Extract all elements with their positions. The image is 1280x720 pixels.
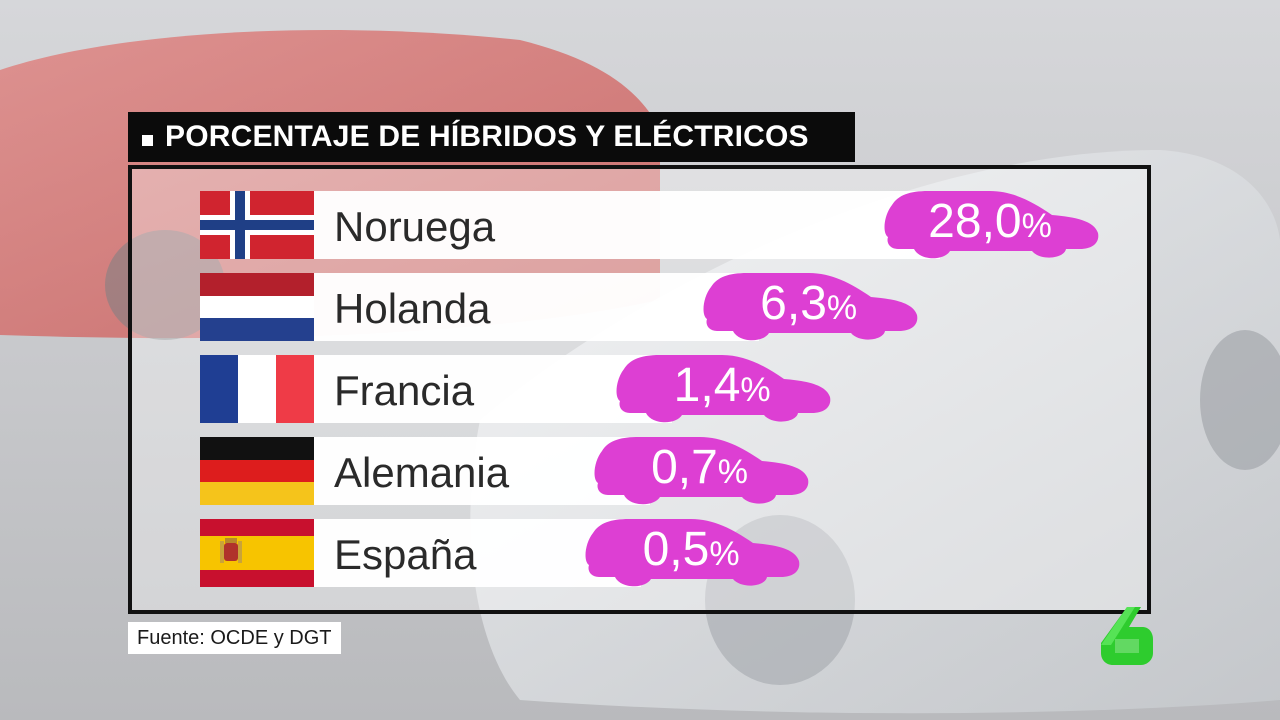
value-badge-car-icon: 0,7% bbox=[590, 433, 810, 505]
bar bbox=[200, 191, 940, 259]
data-label-value: 6,3 bbox=[760, 277, 827, 330]
source-note: Fuente: OCDE y DGT bbox=[128, 622, 341, 654]
value-badge-car-icon: 6,3% bbox=[699, 269, 919, 341]
data-label-value: 28,0 bbox=[928, 195, 1022, 248]
value-badge-car-icon: 28,0% bbox=[880, 187, 1100, 259]
spain-flag bbox=[200, 519, 314, 587]
category-label: Noruega bbox=[334, 203, 496, 250]
france-flag bbox=[200, 355, 314, 423]
data-label-unit: % bbox=[717, 453, 749, 491]
category-label: Holanda bbox=[334, 285, 491, 332]
data-label-unit: % bbox=[740, 371, 771, 409]
silver-car-wheel bbox=[1200, 330, 1280, 470]
category-label: Alemania bbox=[334, 449, 510, 496]
data-label: 1,4% bbox=[612, 351, 832, 419]
data-label-unit: % bbox=[709, 535, 740, 573]
norway-flag bbox=[200, 191, 314, 259]
value-badge-car-icon: 0,5% bbox=[581, 515, 801, 587]
data-label: 0,7% bbox=[590, 433, 810, 501]
data-label-value: 0,7 bbox=[651, 441, 718, 494]
category-label: Francia bbox=[334, 367, 475, 414]
channel-logo-icon bbox=[1101, 607, 1153, 665]
title-bullet-icon bbox=[142, 134, 153, 146]
data-label: 6,3% bbox=[699, 269, 919, 337]
data-label: 0,5% bbox=[581, 515, 801, 583]
category-label: España bbox=[334, 531, 477, 578]
data-label-unit: % bbox=[1021, 207, 1052, 245]
data-label: 28,0% bbox=[880, 187, 1100, 255]
value-badge-car-icon: 1,4% bbox=[612, 351, 832, 423]
data-label-unit: % bbox=[826, 289, 858, 327]
data-label-value: 1,4 bbox=[673, 359, 741, 412]
netherlands-flag bbox=[200, 273, 314, 341]
germany-flag bbox=[200, 437, 314, 505]
chart-panel: Noruega 28,0% Holanda 6,3% Francia 1,4% Aleman… bbox=[128, 165, 1151, 614]
chart-title-bar: PORCENTAJE DE HÍBRIDOS Y ELÉCTRICOS bbox=[128, 112, 855, 162]
chart-title: PORCENTAJE DE HÍBRIDOS Y ELÉCTRICOS bbox=[165, 120, 809, 153]
red-car-wheel bbox=[105, 230, 225, 340]
data-label-value: 0,5 bbox=[642, 523, 710, 576]
